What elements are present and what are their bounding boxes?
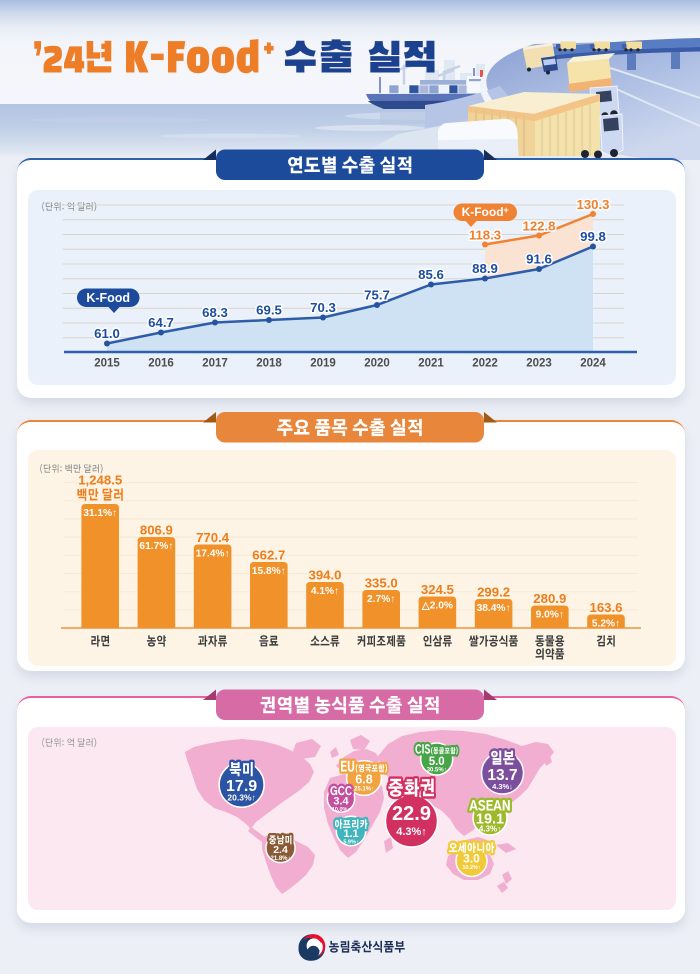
svg-text:2015: 2015 — [94, 358, 120, 370]
svg-text:△2.0%: △2.0% — [421, 601, 453, 612]
svg-text:68.3: 68.3 — [202, 305, 228, 320]
svg-text:5.2%↑: 5.2%↑ — [592, 619, 620, 630]
svg-text:2.7%↑: 2.7%↑ — [367, 594, 395, 605]
svg-text:2024: 2024 — [580, 358, 606, 370]
svg-text:75.7: 75.7 — [364, 288, 390, 303]
svg-text:2.4: 2.4 — [273, 844, 288, 856]
svg-text:299.2: 299.2 — [477, 585, 510, 600]
svg-text:91.6: 91.6 — [526, 252, 552, 267]
svg-text:19.1: 19.1 — [476, 812, 504, 828]
svg-text:9.0%↑: 9.0%↑ — [536, 610, 564, 621]
svg-text:61.7%↑: 61.7%↑ — [139, 541, 173, 552]
svg-text:130.3: 130.3 — [576, 197, 609, 212]
svg-text:17.4%↑: 17.4%↑ — [196, 549, 230, 560]
svg-text:31.1%↑: 31.1%↑ — [83, 508, 117, 519]
svg-text:2018: 2018 — [256, 358, 282, 370]
svg-text:280.9: 280.9 — [533, 591, 566, 606]
svg-text:5.0: 5.0 — [429, 756, 445, 768]
svg-text:20.3%↑: 20.3%↑ — [227, 793, 255, 803]
svg-text:335.0: 335.0 — [365, 576, 398, 591]
svg-text:64.7: 64.7 — [148, 315, 174, 330]
svg-text:85.6: 85.6 — [418, 267, 444, 282]
svg-text:2020: 2020 — [364, 358, 390, 370]
svg-text:13.7: 13.7 — [487, 767, 517, 784]
svg-text:38.4%↑: 38.4%↑ — [477, 603, 511, 614]
svg-text:21.8%↑: 21.8%↑ — [270, 856, 290, 862]
svg-text:163.6: 163.6 — [589, 600, 622, 615]
svg-text:99.8: 99.8 — [580, 229, 606, 244]
svg-text:806.9: 806.9 — [140, 523, 173, 538]
svg-text:118.3: 118.3 — [469, 227, 501, 242]
svg-text:1,248.5: 1,248.5 — [78, 473, 122, 488]
svg-text:2019: 2019 — [310, 358, 336, 370]
svg-text:10.0%↑: 10.0%↑ — [332, 807, 351, 813]
svg-text:17.9: 17.9 — [226, 778, 257, 795]
svg-text:25.1%↑: 25.1%↑ — [354, 787, 374, 793]
svg-text:15.8%↑: 15.8%↑ — [252, 566, 286, 577]
svg-text:K-Food+: K-Food+ — [462, 205, 509, 219]
svg-text:4.3%↓: 4.3%↓ — [492, 782, 513, 791]
svg-text:324.5: 324.5 — [421, 582, 454, 597]
svg-text:3.0: 3.0 — [463, 852, 480, 866]
svg-text:69.5: 69.5 — [256, 303, 282, 318]
svg-text:662.7: 662.7 — [252, 548, 285, 563]
svg-text:4.3%↑: 4.3%↑ — [396, 826, 427, 838]
svg-text:2023: 2023 — [526, 358, 552, 370]
svg-text:4.1%↑: 4.1%↑ — [311, 586, 339, 597]
svg-text:3.4: 3.4 — [333, 796, 349, 808]
svg-text:6.8: 6.8 — [355, 773, 372, 787]
svg-text:2021: 2021 — [418, 358, 444, 370]
svg-text:61.0: 61.0 — [94, 326, 120, 341]
svg-text:K-Food: K-Food — [86, 291, 130, 305]
svg-text:122.8: 122.8 — [522, 218, 555, 233]
svg-text:88.9: 88.9 — [472, 261, 498, 276]
svg-text:2017: 2017 — [202, 358, 228, 370]
svg-text:70.3: 70.3 — [310, 300, 336, 315]
svg-text:30.5%↑: 30.5%↑ — [427, 768, 447, 774]
svg-text:770.4: 770.4 — [196, 530, 230, 545]
svg-text:394.0: 394.0 — [308, 568, 341, 583]
svg-text:1.1: 1.1 — [343, 828, 358, 840]
svg-text:2022: 2022 — [472, 358, 498, 370]
svg-text:5.9%↑: 5.9%↑ — [343, 840, 359, 846]
svg-text:4.3%↑: 4.3%↑ — [479, 825, 501, 834]
svg-text:10.2%↑: 10.2%↑ — [462, 865, 481, 871]
svg-text:22.9: 22.9 — [392, 803, 431, 825]
svg-text:2016: 2016 — [148, 358, 174, 370]
